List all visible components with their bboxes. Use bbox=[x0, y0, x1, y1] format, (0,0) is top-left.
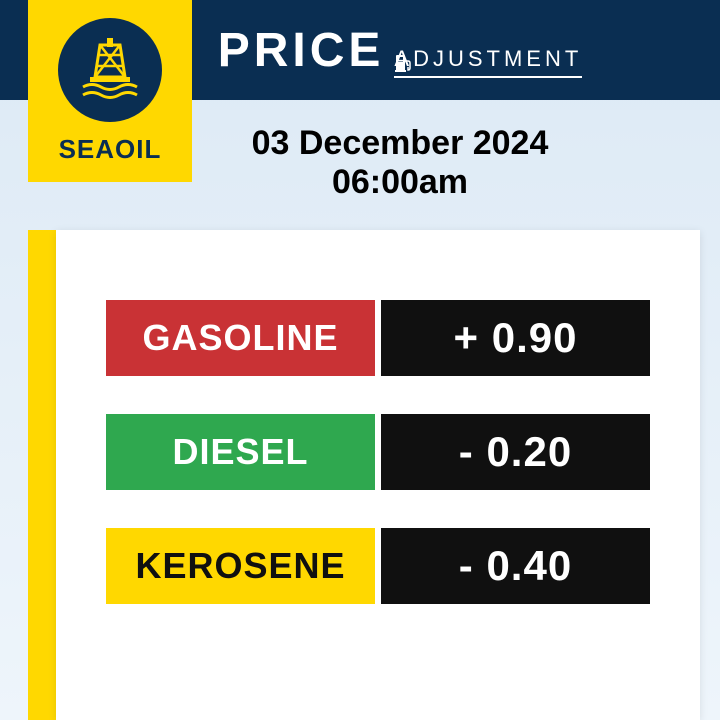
oil-rig-icon bbox=[75, 35, 145, 105]
brand-name: SEAOIL bbox=[59, 134, 162, 165]
fuel-row-kerosene: KEROSENE - 0.40 bbox=[106, 528, 650, 604]
fuel-value-gasoline: + 0.90 bbox=[381, 300, 650, 376]
fuel-row-diesel: DIESEL - 0.20 bbox=[106, 414, 650, 490]
fuel-label-diesel: DIESEL bbox=[106, 414, 375, 490]
content-wrap: GASOLINE + 0.90 DIESEL - 0.20 KEROSENE -… bbox=[28, 230, 700, 720]
brand-logo-box: SEAOIL bbox=[28, 0, 192, 182]
fuel-label-gasoline: GASOLINE bbox=[106, 300, 375, 376]
header-title: PRICE ADJUSTMENT bbox=[218, 23, 583, 78]
title-adjustment: ADJUSTMENT bbox=[394, 46, 582, 78]
brand-logo-circle bbox=[58, 18, 162, 122]
title-price: PRICE bbox=[218, 23, 385, 78]
accent-strip bbox=[28, 230, 56, 720]
fuel-value-diesel: - 0.20 bbox=[381, 414, 650, 490]
fuel-value-kerosene: - 0.40 bbox=[381, 528, 650, 604]
fuel-row-gasoline: GASOLINE + 0.90 bbox=[106, 300, 650, 376]
fuel-label-kerosene: KEROSENE bbox=[106, 528, 375, 604]
price-card: GASOLINE + 0.90 DIESEL - 0.20 KEROSENE -… bbox=[56, 230, 700, 720]
